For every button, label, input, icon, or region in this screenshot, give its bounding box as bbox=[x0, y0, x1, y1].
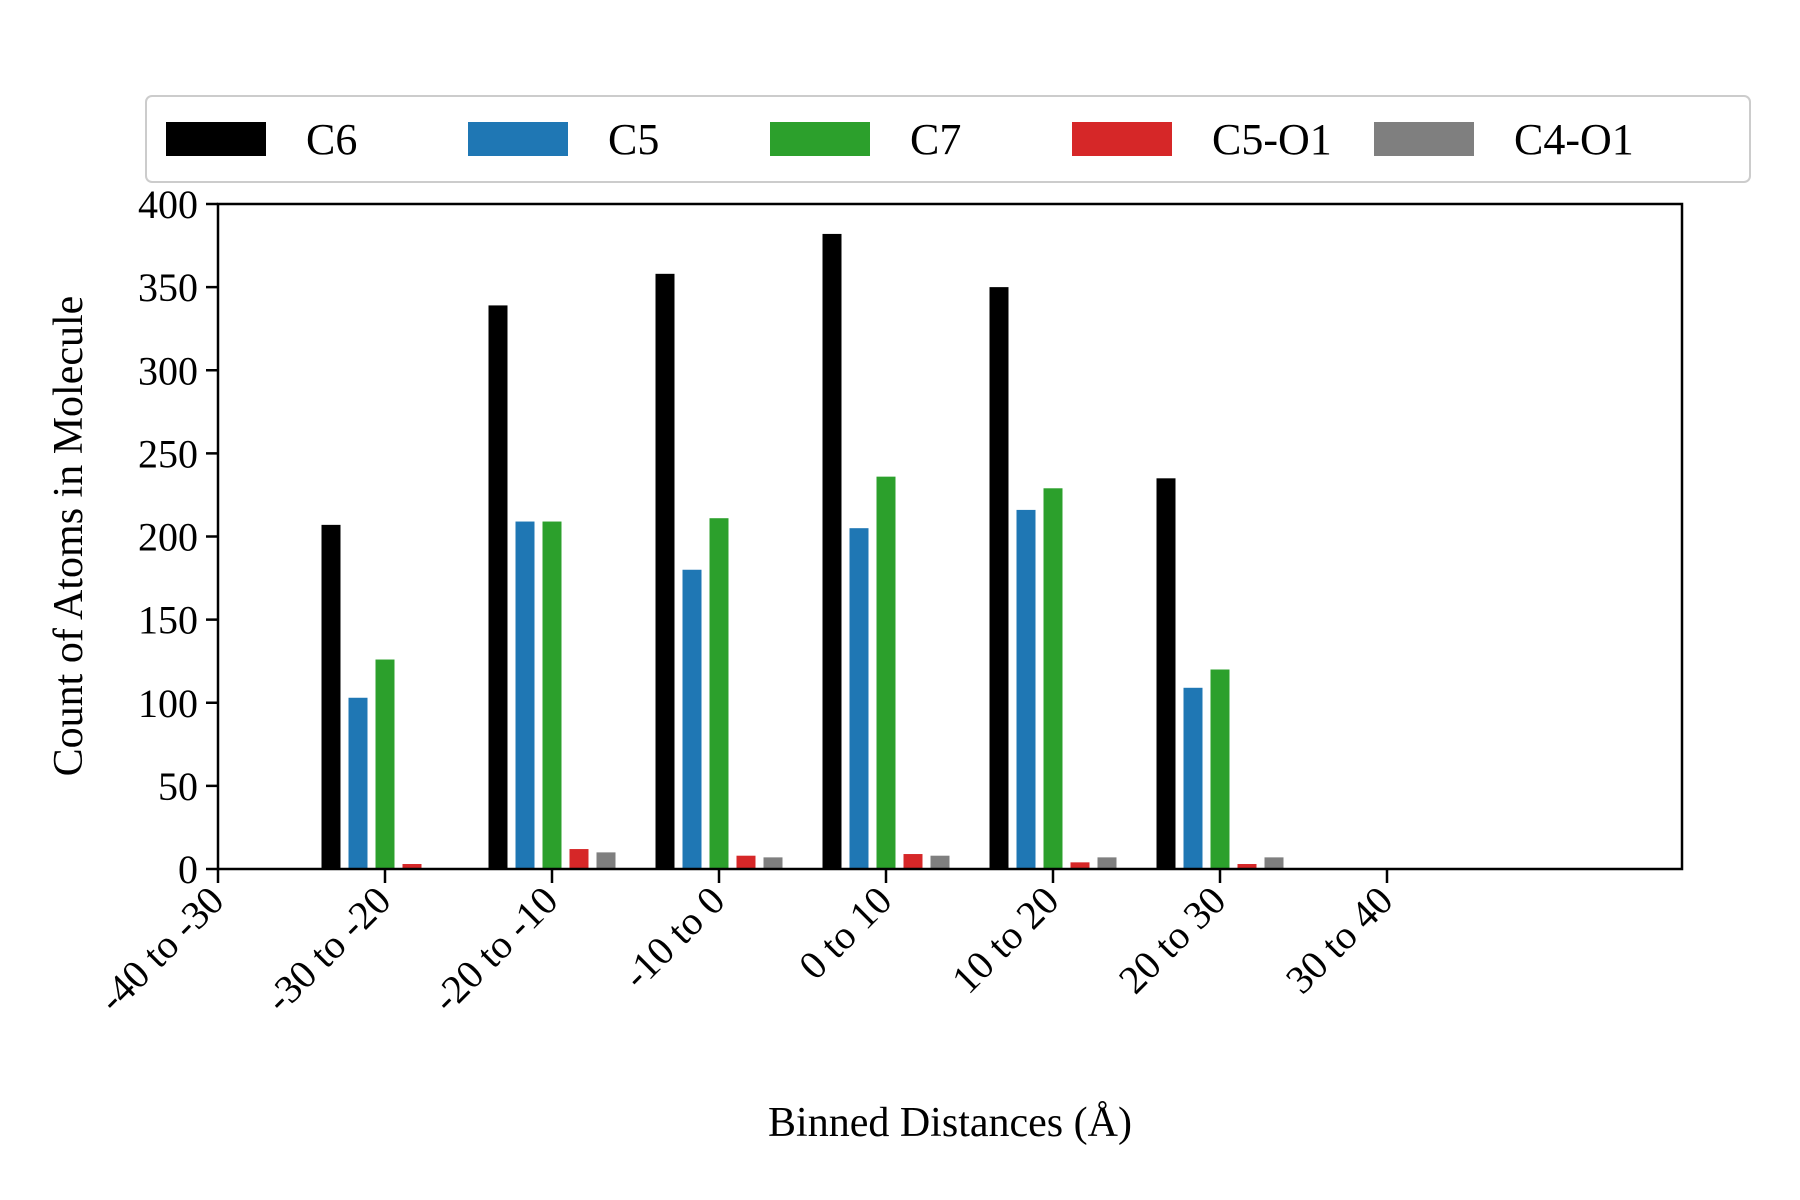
legend-swatch-c6 bbox=[166, 122, 266, 156]
y-tick-label: 200 bbox=[138, 515, 198, 560]
bar-c7-3 bbox=[709, 518, 729, 869]
x-axis-label: Binned Distances (Å) bbox=[768, 1100, 1132, 1146]
bar-c7-1 bbox=[375, 659, 395, 869]
y-tick-label: 100 bbox=[138, 681, 198, 726]
bar-c5-5 bbox=[1016, 509, 1036, 869]
x-tick-label: -40 to -30 bbox=[89, 878, 232, 1021]
x-tick-label: -20 to -10 bbox=[423, 878, 566, 1021]
bar-c4-o1-3 bbox=[763, 857, 783, 869]
bar-c5-1 bbox=[348, 697, 368, 869]
bar-c4-o1-5 bbox=[1097, 857, 1117, 869]
bar-c5-o1-6 bbox=[1237, 864, 1257, 869]
bar-c4-o1-4 bbox=[930, 855, 950, 869]
bar-c6-3 bbox=[655, 273, 675, 869]
y-tick-label: 150 bbox=[138, 598, 198, 643]
legend-swatch-c5-o1 bbox=[1072, 122, 1172, 156]
bar-c5-o1-1 bbox=[402, 864, 422, 869]
bar-c6-4 bbox=[822, 233, 842, 870]
legend-label-c4-o1: C4-O1 bbox=[1514, 115, 1634, 164]
bar-c5-2 bbox=[515, 521, 535, 869]
y-tick-label: 400 bbox=[138, 182, 198, 227]
bar-c7-2 bbox=[542, 521, 562, 869]
bar-c6-2 bbox=[488, 305, 508, 870]
legend-label-c6: C6 bbox=[306, 115, 357, 164]
bar-c5-6 bbox=[1183, 687, 1203, 869]
bar-c5-o1-3 bbox=[736, 855, 756, 869]
bar-c5-3 bbox=[682, 569, 702, 869]
bar-c6-6 bbox=[1156, 478, 1176, 869]
y-tick-label: 250 bbox=[138, 431, 198, 476]
bars-group bbox=[321, 233, 1284, 870]
bar-c4-o1-6 bbox=[1264, 857, 1284, 869]
legend-label-c5: C5 bbox=[608, 115, 659, 164]
bar-c7-6 bbox=[1210, 669, 1230, 869]
bar-c5-4 bbox=[849, 528, 869, 869]
x-tick-label: -30 to -20 bbox=[256, 878, 399, 1021]
y-tick-label: 350 bbox=[138, 265, 198, 310]
bar-c4-o1-2 bbox=[596, 852, 616, 869]
x-tick-label: -10 to 0 bbox=[614, 878, 734, 998]
plot-frame bbox=[216, 202, 1684, 871]
bar-c5-o1-2 bbox=[569, 849, 589, 869]
bar-c5-o1-4 bbox=[903, 854, 923, 869]
bar-c6-5 bbox=[989, 287, 1009, 869]
y-tick-label: 50 bbox=[158, 764, 198, 809]
y-tick-label: 0 bbox=[178, 847, 198, 892]
y-axis-label: Count of Atoms in Molecule bbox=[46, 296, 92, 777]
y-tick-label: 300 bbox=[138, 348, 198, 393]
legend-label-c5-o1: C5-O1 bbox=[1212, 115, 1332, 164]
bar-c5-o1-5 bbox=[1070, 862, 1090, 869]
legend-swatch-c5 bbox=[468, 122, 568, 156]
bar-c6-1 bbox=[321, 524, 341, 869]
x-tick-label: 0 to 10 bbox=[790, 878, 900, 988]
legend-swatch-c4-o1 bbox=[1374, 122, 1474, 156]
bar-c7-5 bbox=[1043, 488, 1063, 869]
y-axis: 0 50 100 150 200 250 300 350 400 bbox=[138, 182, 218, 892]
x-axis: -40 to -30 -30 to -20 -20 to -10 -10 to 0 0 … bbox=[89, 869, 1401, 1021]
legend-box bbox=[145, 95, 1751, 183]
x-tick-label: 10 to 20 bbox=[943, 878, 1068, 1003]
legend-swatch-c7 bbox=[770, 122, 870, 156]
legend: C6 C5 C7 C5-O1 C4-O1 bbox=[145, 95, 1751, 183]
bar-c7-4 bbox=[876, 476, 896, 869]
legend-label-c7: C7 bbox=[910, 115, 961, 164]
x-tick-label: 30 to 40 bbox=[1277, 878, 1402, 1003]
x-tick-label: 20 to 30 bbox=[1110, 878, 1235, 1003]
